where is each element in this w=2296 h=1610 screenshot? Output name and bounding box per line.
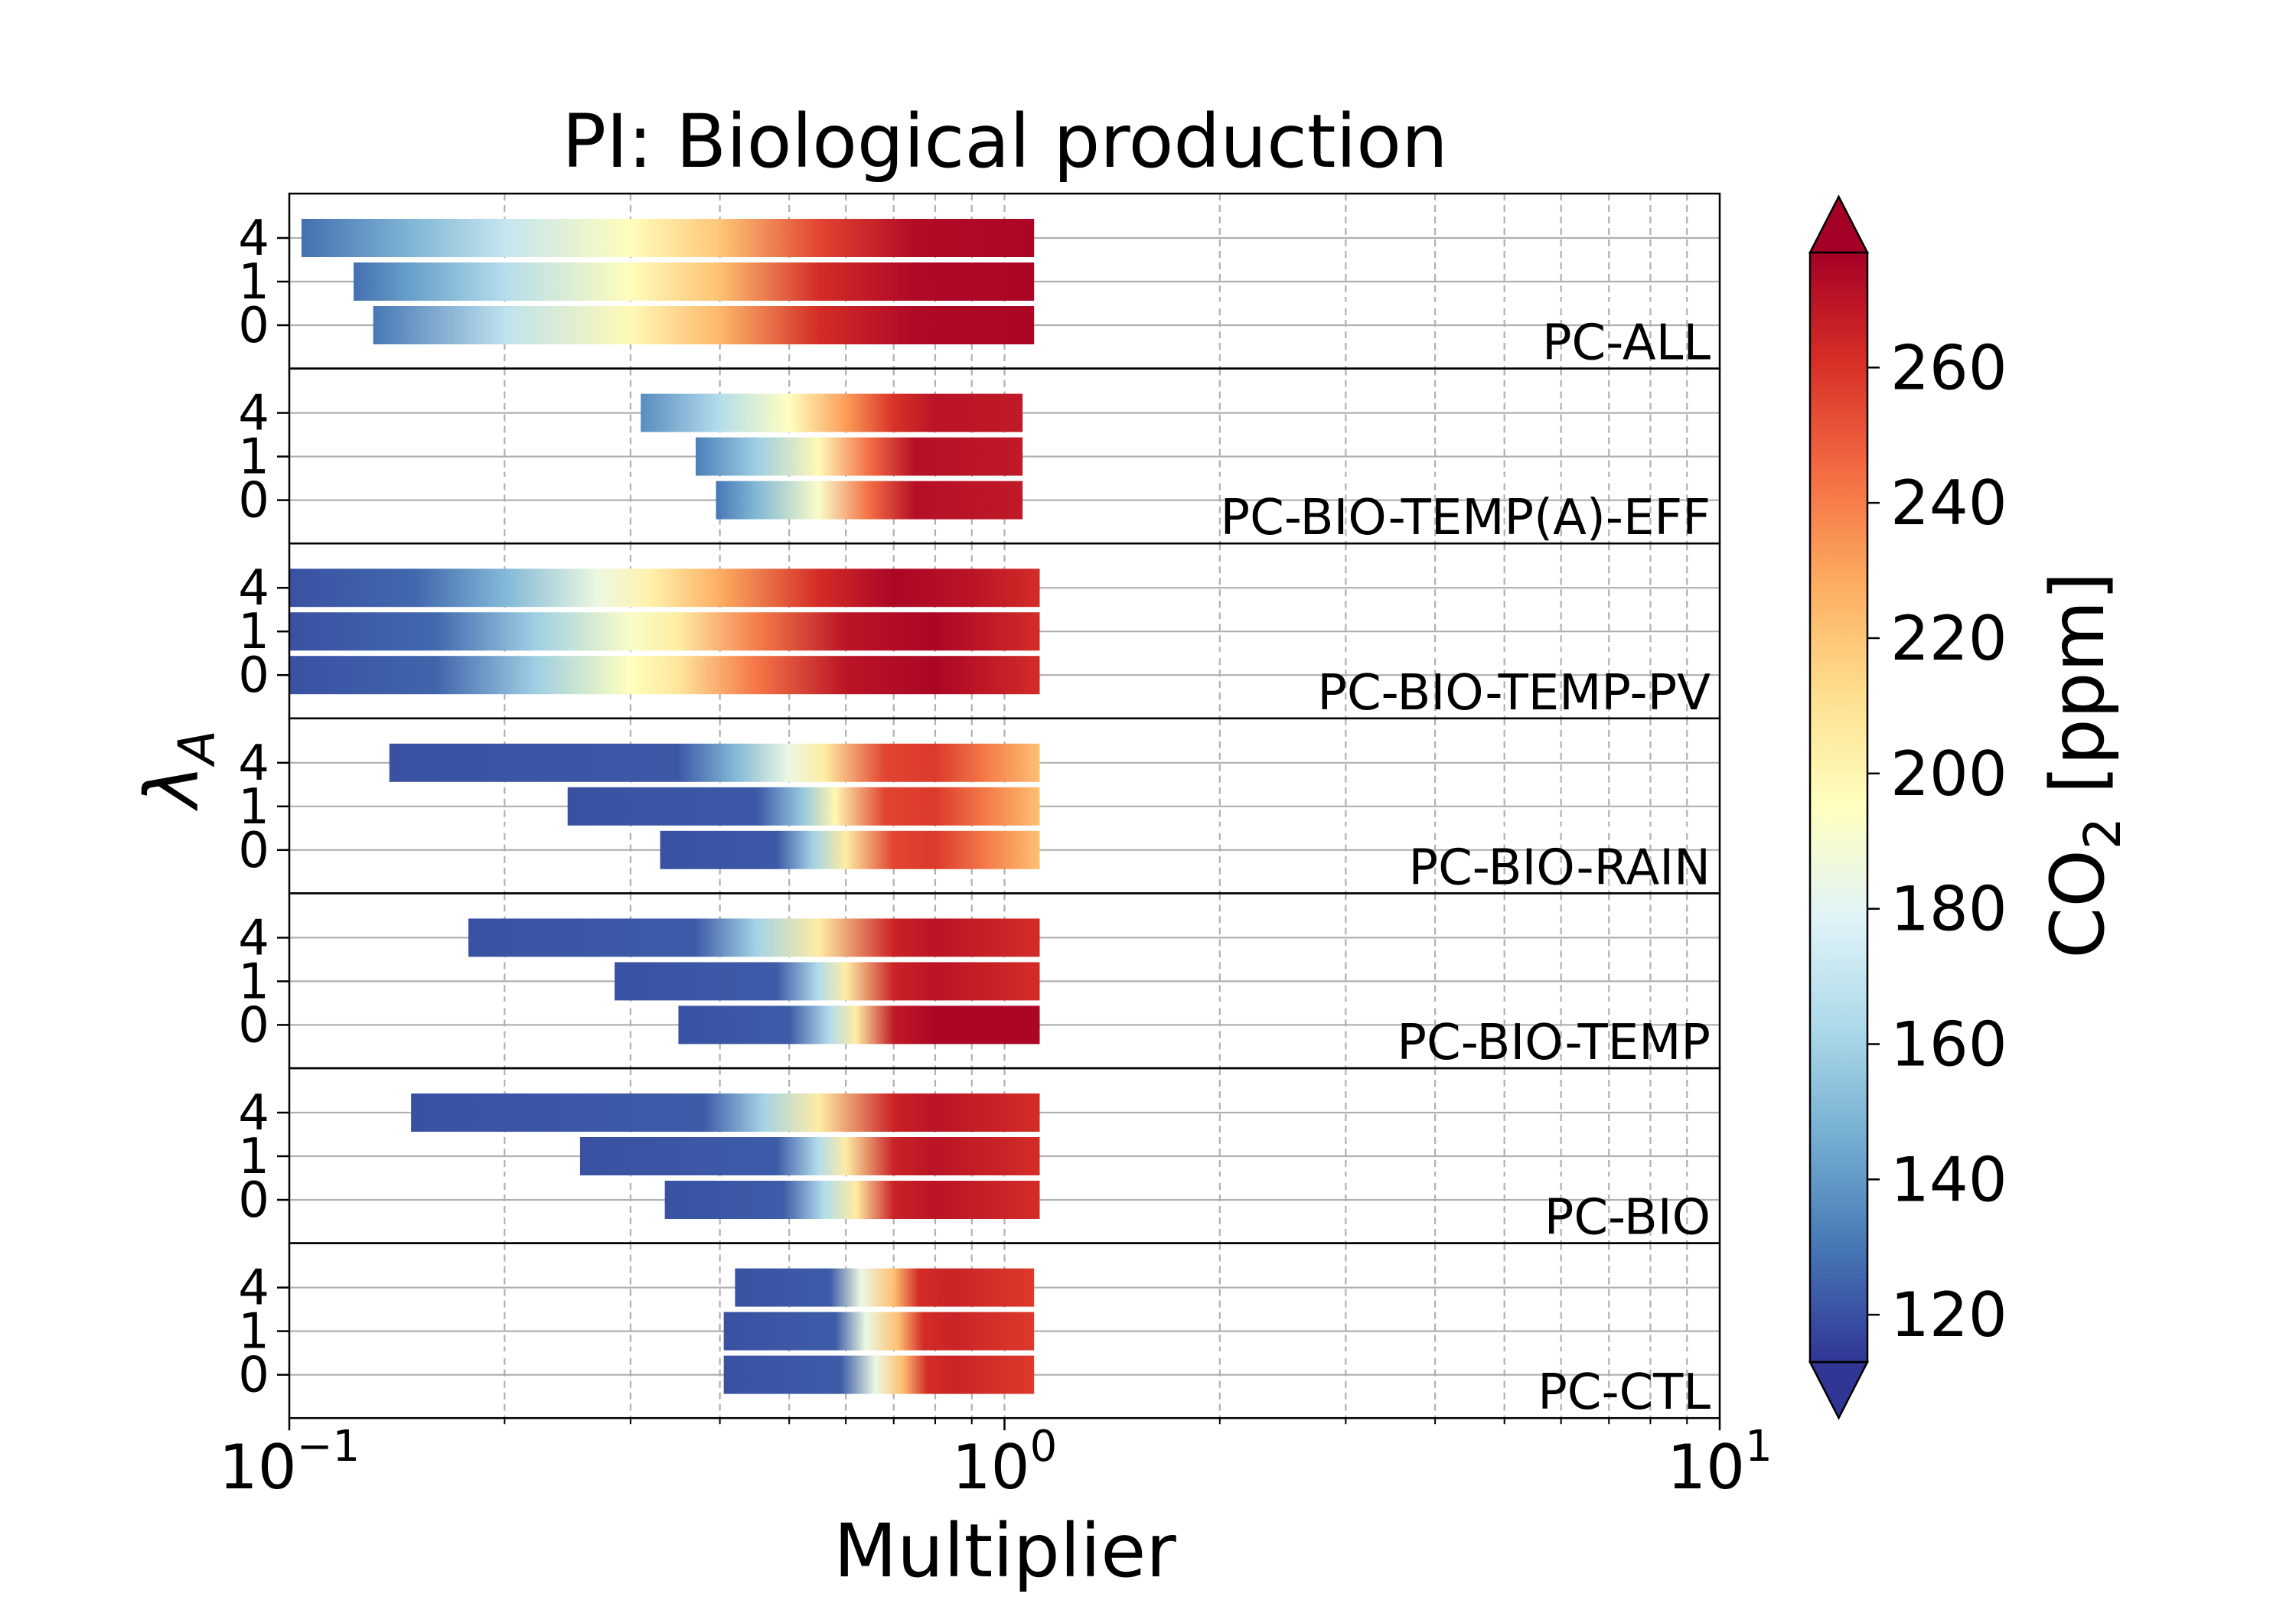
- panel-pc-bio-temp-pv: 410 PC-BIO-TEMP-PV: [238, 542, 1721, 722]
- y-tick-label: 0: [238, 647, 269, 704]
- panel-label: PC-BIO-TEMP(A)-EFF: [1221, 490, 1711, 546]
- bar-pc-ctl-lambda-0: [723, 1355, 1035, 1394]
- colorbar-tick-label: 160: [1890, 1009, 2007, 1080]
- bar-pc-bio-temp-a-eff-lambda-1: [695, 437, 1023, 476]
- bar-pc-bio-rain-lambda-1: [567, 787, 1040, 826]
- x-axis-label: Multiplier: [833, 1508, 1176, 1594]
- colorbar-frame: [1808, 251, 1869, 1364]
- panel-pc-all: 410 PC-ALL: [238, 192, 1721, 372]
- panel-label: PC-BIO: [1544, 1190, 1711, 1247]
- bar-pc-bio-rain-lambda-0: [660, 830, 1040, 869]
- bar-pc-ctl-lambda-4: [735, 1268, 1035, 1307]
- x-tick-label: 100: [952, 1422, 1057, 1503]
- chart-title: PI: Biological production: [562, 99, 1448, 184]
- y-tick-label: 1: [238, 1304, 269, 1361]
- y-tick-label: 0: [238, 473, 269, 530]
- y-tick-label: 4: [238, 386, 269, 442]
- y-tick-label: 4: [238, 1085, 269, 1142]
- colorbar-tick-label: 140: [1890, 1144, 2007, 1215]
- panel-pc-bio: 410 PC-BIO: [238, 1067, 1721, 1247]
- bar-pc-bio-temp-a-eff-lambda-4: [641, 393, 1023, 432]
- bar-pc-all-lambda-1: [354, 262, 1035, 301]
- y-tick-label: 4: [238, 1260, 269, 1317]
- panel-label: PC-BIO-RAIN: [1408, 839, 1711, 896]
- bar-pc-bio-temp-lambda-4: [468, 918, 1040, 957]
- y-tick-label: 1: [238, 779, 269, 836]
- bar-pc-bio-temp-pv-lambda-1: [289, 612, 1040, 651]
- colorbar-tick-label: 240: [1890, 468, 2007, 539]
- panel-label: PC-BIO-TEMP-PV: [1317, 665, 1711, 722]
- y-tick-label: 0: [238, 997, 269, 1054]
- colorbar-tick-label: 260: [1890, 332, 2007, 403]
- y-tick-label: 0: [238, 823, 269, 879]
- panel-pc-ctl: 410 PC-CTL: [238, 1242, 1721, 1421]
- colorbar-gradient: [1810, 253, 1867, 1362]
- y-tick-label: 1: [238, 1129, 269, 1185]
- colorbar-extend-min: [1808, 1361, 1870, 1420]
- colorbar-label: CO2 [ppm]: [2035, 572, 2132, 958]
- colorbar-tick-label: 120: [1890, 1279, 2007, 1351]
- bar-pc-bio-rain-lambda-4: [389, 743, 1040, 782]
- bar-pc-bio-lambda-4: [411, 1093, 1040, 1132]
- bar-pc-bio-temp-pv-lambda-4: [289, 569, 1040, 608]
- panel-pc-bio-temp-a-eff: 410 PC-BIO-TEMP(A)-EFF: [238, 367, 1721, 546]
- y-axis-label-text: λA: [129, 730, 227, 812]
- colorbar-tick-label: 200: [1890, 738, 2007, 810]
- y-tick-label: 1: [238, 254, 269, 311]
- panel-pc-bio-temp: 410 PC-BIO-TEMP: [238, 892, 1721, 1071]
- bar-pc-all-lambda-4: [301, 219, 1035, 257]
- panel-label: PC-BIO-TEMP: [1397, 1015, 1711, 1071]
- bar-pc-bio-temp-lambda-0: [678, 1005, 1040, 1045]
- colorbar-tick-label: 180: [1890, 874, 2007, 945]
- y-tick-label: 4: [238, 735, 269, 792]
- y-tick-label: 4: [238, 910, 269, 966]
- bar-pc-bio-temp-pv-lambda-0: [289, 656, 1040, 695]
- panel-pc-bio-rain: 410 PC-BIO-RAIN: [238, 717, 1721, 896]
- y-tick-label: 4: [238, 210, 269, 267]
- bar-pc-bio-temp-lambda-1: [615, 962, 1040, 1001]
- bar-pc-ctl-lambda-1: [723, 1312, 1035, 1351]
- y-tick-label: 1: [238, 953, 269, 1010]
- colorbar-tick-label: 220: [1890, 603, 2007, 674]
- bar-pc-all-lambda-0: [373, 306, 1035, 344]
- bar-pc-bio-temp-a-eff-lambda-0: [716, 481, 1023, 520]
- x-axis: 10−1 100 101: [219, 1418, 1773, 1503]
- panel-label: PC-ALL: [1542, 315, 1711, 372]
- y-tick-label: 4: [238, 560, 269, 617]
- bar-pc-bio-lambda-1: [579, 1137, 1040, 1175]
- y-tick-label: 1: [238, 604, 269, 660]
- y-tick-label: 0: [238, 298, 269, 354]
- colorbar-extend-max: [1808, 194, 1870, 254]
- y-tick-label: 0: [238, 1348, 269, 1404]
- x-tick-label: 101: [1667, 1422, 1772, 1503]
- bar-pc-bio-lambda-0: [664, 1181, 1040, 1219]
- y-tick-label: 1: [238, 429, 269, 486]
- colorbar: 120 140 160 180 200 220 240 260 CO2 [ppm]: [1808, 194, 2132, 1420]
- x-tick-label: 10−1: [219, 1422, 360, 1503]
- y-tick-label: 0: [238, 1172, 269, 1229]
- y-axis-label: λA: [129, 730, 227, 812]
- panel-label: PC-CTL: [1538, 1364, 1711, 1421]
